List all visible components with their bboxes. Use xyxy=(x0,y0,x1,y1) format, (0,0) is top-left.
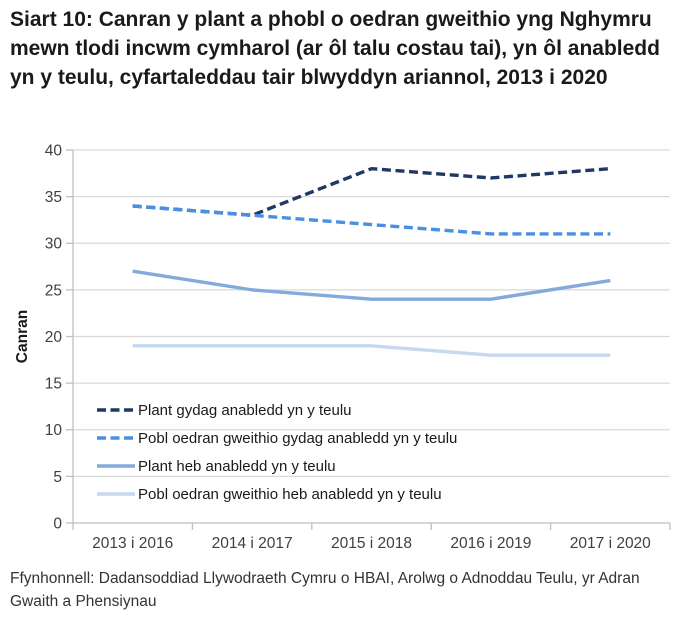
series-line-2 xyxy=(132,269,611,301)
y-tick-label: 25 xyxy=(45,282,62,299)
x-tick-label: 2013 i 2016 xyxy=(92,535,173,552)
legend-item: Pobl oedran gweithio gydag anabledd yn y… xyxy=(97,424,457,452)
y-tick-label: 10 xyxy=(45,422,63,439)
chart-legend: Plant gydag anabledd yn y teulu Pobl oed… xyxy=(97,396,457,508)
legend-label: Plant heb anabledd yn y teulu xyxy=(138,457,336,475)
series-line-1 xyxy=(132,204,611,236)
legend-label: Plant gydag anabledd yn y teulu xyxy=(138,401,352,419)
x-tick-label: 2014 i 2017 xyxy=(212,535,293,552)
x-tick-label: 2017 i 2020 xyxy=(570,535,651,552)
legend-swatch-dashed-blue xyxy=(97,436,135,440)
legend-swatch-solid-light-blue xyxy=(97,492,135,496)
legend-item: Plant gydag anabledd yn y teulu xyxy=(97,396,457,424)
source-note: Ffynhonnell: Dadansoddiad Llywodraeth Cy… xyxy=(10,570,640,610)
legend-swatch-solid-medium-blue xyxy=(97,464,135,468)
y-axis-title: Canran xyxy=(14,310,31,363)
x-tick-label: 2015 i 2018 xyxy=(331,535,412,552)
chart-title: Siart 10: Canran y plant a phobl o oedra… xyxy=(10,8,660,89)
y-tick-label: 40 xyxy=(45,142,63,159)
legend-item: Plant heb anabledd yn y teulu xyxy=(97,452,457,480)
legend-label: Pobl oedran gweithio heb anabledd yn y t… xyxy=(138,485,442,503)
y-tick-label: 0 xyxy=(53,515,62,532)
series-line-3 xyxy=(132,344,611,357)
y-tick-label: 20 xyxy=(45,329,63,346)
y-tick-label: 35 xyxy=(45,189,62,206)
series-line-0 xyxy=(132,166,611,217)
x-tick-label: 2016 i 2019 xyxy=(450,535,531,552)
y-tick-label: 15 xyxy=(45,376,62,393)
legend-swatch-dashed-navy xyxy=(97,408,135,412)
y-tick-label: 5 xyxy=(53,469,62,486)
y-tick-label: 30 xyxy=(45,236,63,253)
legend-label: Pobl oedran gweithio gydag anabledd yn y… xyxy=(138,429,458,447)
legend-item: Pobl oedran gweithio heb anabledd yn y t… xyxy=(97,480,457,508)
